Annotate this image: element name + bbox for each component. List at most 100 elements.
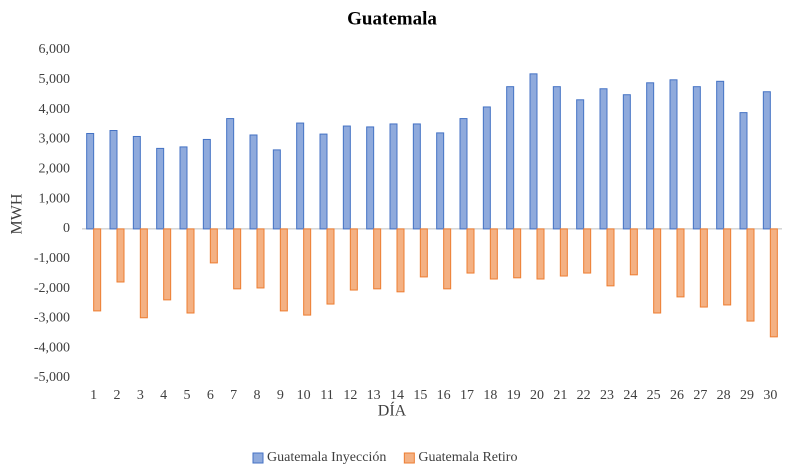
bar: [256, 228, 265, 289]
bar: [326, 228, 335, 305]
bar: [629, 228, 638, 276]
bar: [373, 228, 382, 290]
bar: [132, 135, 141, 230]
x-tick-label: 13: [367, 388, 381, 403]
x-tick-label: 10: [297, 388, 311, 403]
x-tick-label: 23: [600, 388, 614, 403]
bar: [466, 228, 475, 274]
bar: [559, 228, 568, 277]
x-tick-label: 16: [437, 388, 451, 403]
bar: [156, 147, 165, 230]
x-tick-label: 15: [413, 388, 427, 403]
y-axis-title: MWH: [9, 193, 26, 234]
x-tick-label: 8: [254, 388, 261, 403]
bar: [646, 82, 655, 230]
x-tick-label: 30: [763, 388, 777, 403]
x-tick-label: 14: [390, 388, 404, 403]
y-tick-label: -2,000: [34, 281, 70, 296]
x-tick-label: 9: [277, 388, 284, 403]
bar: [513, 228, 522, 279]
bar: [762, 91, 771, 230]
bar: [716, 80, 725, 230]
bar: [583, 228, 592, 274]
x-tick-label: 3: [137, 388, 144, 403]
y-tick-label: 4,000: [39, 102, 71, 117]
bar: [459, 118, 468, 230]
bar: [723, 228, 732, 306]
bar: [576, 99, 585, 230]
chart-title: Guatemala: [347, 8, 437, 29]
bar: [303, 228, 312, 316]
bar: [163, 228, 172, 301]
bar: [389, 123, 398, 230]
x-tick-label: 18: [483, 388, 497, 403]
x-tick-label: 7: [230, 388, 237, 403]
bar: [109, 130, 118, 230]
bar: [249, 134, 258, 230]
bar: [653, 228, 662, 314]
bar: [536, 228, 545, 280]
x-tick-label: 25: [647, 388, 661, 403]
x-tick-label: 2: [114, 388, 121, 403]
bar: [489, 228, 498, 280]
bar: [319, 133, 328, 230]
x-tick-label: 22: [577, 388, 591, 403]
bar: [179, 146, 188, 230]
bar: [186, 228, 195, 314]
x-tick-label: 6: [207, 388, 214, 403]
y-tick-label: -4,000: [34, 340, 70, 355]
bar: [436, 132, 445, 230]
y-tick-label: 5,000: [39, 72, 71, 87]
legend-label: Guatemala Retiro: [418, 450, 517, 465]
bar: [606, 228, 615, 287]
x-tick-label: 26: [670, 388, 684, 403]
y-tick-label: 2,000: [39, 161, 71, 176]
bar: [233, 228, 242, 290]
y-tick-label: -5,000: [34, 370, 70, 385]
bar: [93, 228, 102, 312]
bar: [296, 122, 305, 230]
bar: [482, 106, 491, 230]
x-tick-label: 5: [184, 388, 191, 403]
bar: [669, 79, 678, 230]
bar: [139, 228, 148, 319]
bar: [599, 88, 608, 230]
bar: [272, 149, 281, 230]
x-tick-label: 21: [553, 388, 567, 403]
x-axis-title: DÍA: [378, 401, 407, 420]
bar: [769, 228, 778, 338]
x-tick-label: 17: [460, 388, 474, 403]
x-tick-label: 11: [320, 388, 333, 403]
y-tick-label: -3,000: [34, 311, 70, 326]
bar: [226, 118, 235, 230]
y-tick-label: -1,000: [34, 251, 70, 266]
bar: [443, 228, 452, 290]
y-tick-label: 1,000: [39, 191, 71, 206]
bar: [279, 228, 288, 312]
bar: [366, 126, 375, 230]
bar: [412, 123, 421, 230]
x-tick-label: 29: [740, 388, 754, 403]
bar: [622, 94, 631, 230]
x-tick-label: 19: [507, 388, 521, 403]
x-tick-label: 27: [693, 388, 707, 403]
x-tick-label: 12: [343, 388, 357, 403]
legend-swatch: [252, 452, 264, 464]
legend-swatch: [403, 452, 415, 464]
x-tick-label: 4: [160, 388, 167, 403]
bar: [739, 112, 748, 230]
bar: [342, 125, 351, 230]
bar: [692, 86, 701, 230]
bar: [529, 73, 538, 230]
bar: [349, 228, 358, 291]
legend-label: Guatemala Inyección: [267, 450, 386, 465]
x-tick-label: 28: [717, 388, 731, 403]
x-tick-label: 20: [530, 388, 544, 403]
bar: [676, 228, 685, 298]
bar: [209, 228, 218, 264]
bar: [419, 228, 428, 278]
bar: [396, 228, 405, 293]
bar: [699, 228, 708, 308]
bar: [552, 86, 561, 230]
